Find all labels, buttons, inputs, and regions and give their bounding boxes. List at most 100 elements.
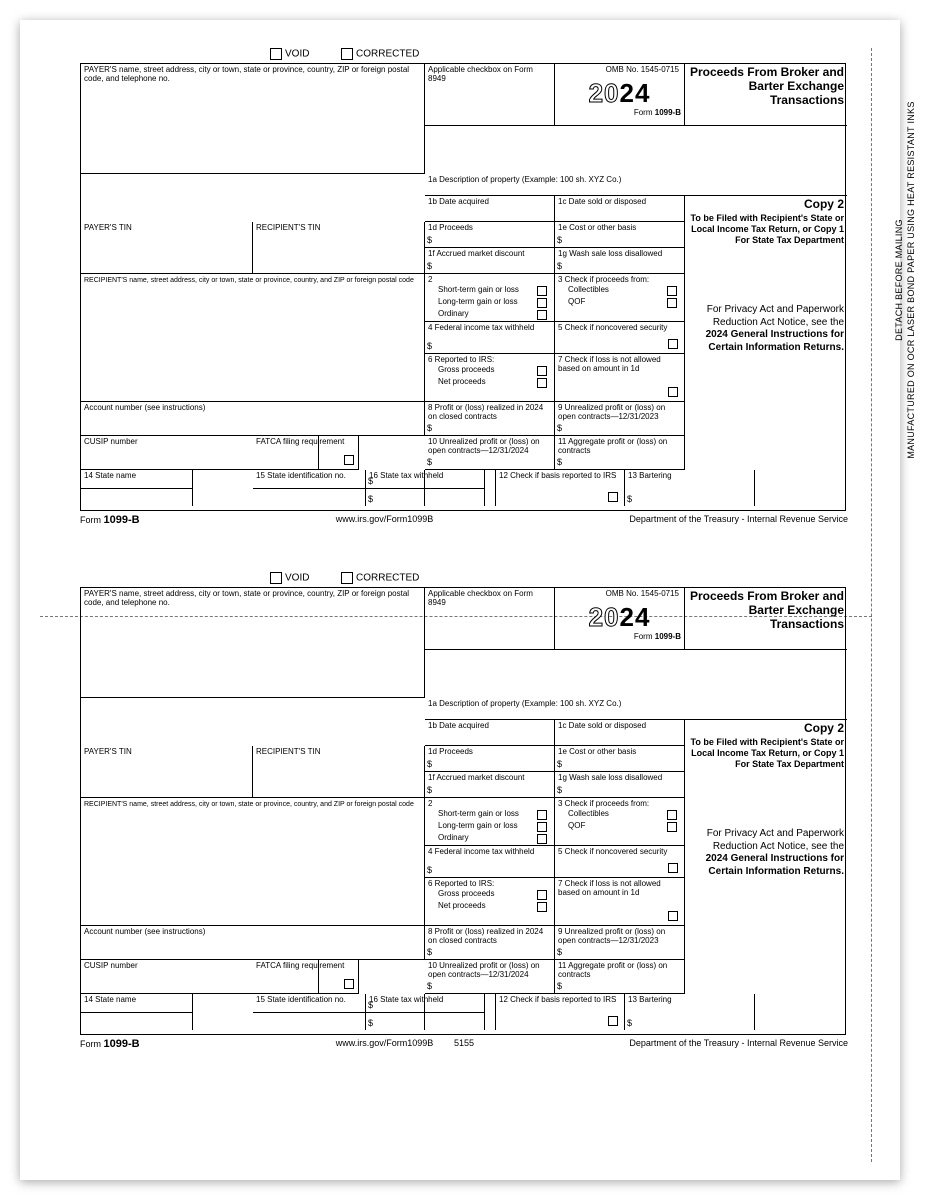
- corrected-checkbox[interactable]: [341, 48, 353, 60]
- year-prefix: 20: [589, 78, 620, 108]
- corrected-checkbox-2[interactable]: [341, 572, 353, 584]
- vertical-perforation: [871, 48, 872, 1162]
- box-1c[interactable]: 1c Date sold or disposed: [555, 196, 685, 222]
- box-1e[interactable]: 1e Cost or other basis$: [555, 222, 685, 248]
- form-numcode: 5155: [454, 1038, 474, 1048]
- box-5[interactable]: 5 Check if noncovered security: [555, 322, 685, 354]
- noncovered-checkbox[interactable]: [668, 339, 678, 349]
- recipient-tin-box-2[interactable]: RECIPIENT'S TIN: [253, 746, 425, 798]
- net-proceeds-checkbox[interactable]: [537, 378, 547, 388]
- form-footer: Form 1099-B www.irs.gov/Form1099B Depart…: [80, 511, 848, 526]
- box-14-2[interactable]: 14 State name: [81, 994, 193, 1030]
- footer-dept: Department of the Treasury - Internal Re…: [629, 514, 848, 526]
- copy2-label: Copy 2: [688, 198, 844, 211]
- form-grid-2: PAYER'S name, street address, city or to…: [80, 587, 846, 1035]
- privacy-box: For Privacy Act and Paperwork Reduction …: [685, 274, 847, 436]
- account-number-box-2[interactable]: Account number (see instructions): [81, 926, 425, 960]
- box-13-2[interactable]: 13 Bartering$: [625, 994, 755, 1030]
- box-11-2[interactable]: 11 Aggregate profit or (loss) on contrac…: [555, 960, 685, 994]
- payer-info-box-2[interactable]: PAYER'S name, street address, city or to…: [81, 588, 425, 698]
- year: 24: [620, 78, 651, 108]
- box-10-2[interactable]: 10 Unrealized profit or (loss) on open c…: [425, 960, 555, 994]
- box-3-2[interactable]: 3 Check if proceeds from: Collectibles Q…: [555, 798, 685, 846]
- box-1g-2[interactable]: 1g Wash sale loss disallowed$: [555, 772, 685, 798]
- footer-url: www.irs.gov/Form1099B: [336, 514, 434, 526]
- box-6[interactable]: 6 Reported to IRS: Gross proceeds Net pr…: [425, 354, 555, 402]
- privacy-box-2: For Privacy Act and Paperwork Reduction …: [685, 798, 847, 960]
- filed-with-text: To be Filed with Recipient's State or Lo…: [688, 213, 844, 245]
- box-1f-2[interactable]: 1f Accrued market discount$: [425, 772, 555, 798]
- form-title: Proceeds From Broker and Barter Exchange…: [688, 66, 844, 107]
- qof-checkbox[interactable]: [667, 298, 677, 308]
- box-10[interactable]: 10 Unrealized profit or (loss) on open c…: [425, 436, 555, 470]
- recipient-info-box[interactable]: RECIPIENT'S name, street address, city o…: [81, 274, 425, 402]
- form-1099b-copy-2: VOID CORRECTED PAYER'S name, street addr…: [80, 572, 848, 1050]
- payer-tin-box[interactable]: PAYER'S TIN: [81, 222, 253, 274]
- form-footer-2: Form 1099-B 5155 www.irs.gov/Form1099B D…: [80, 1035, 848, 1050]
- box-1f[interactable]: 1f Accrued market discount$: [425, 248, 555, 274]
- box-1b[interactable]: 1b Date acquired: [425, 196, 555, 222]
- top-checkboxes: VOID CORRECTED: [80, 48, 848, 60]
- box-1c-2[interactable]: 1c Date sold or disposed: [555, 720, 685, 746]
- box-1d-2[interactable]: 1d Proceeds$: [425, 746, 555, 772]
- box-6-2[interactable]: 6 Reported to IRS: Gross proceeds Net pr…: [425, 878, 555, 926]
- omb-year-box: OMB No. 1545-0715 2024 Form 1099-B: [555, 64, 685, 126]
- copy2-box-2: Copy 2 To be Filed with Recipient's Stat…: [685, 720, 847, 798]
- box-2-2[interactable]: 2 Short-term gain or loss Long-term gain…: [425, 798, 555, 846]
- box-11[interactable]: 11 Aggregate profit or (loss) on contrac…: [555, 436, 685, 470]
- form-grid: PAYER'S name, street address, city or to…: [80, 63, 846, 511]
- box-2[interactable]: 2 Short-term gain or loss Long-term gain…: [425, 274, 555, 322]
- box-12[interactable]: 12 Check if basis reported to IRS: [495, 470, 625, 506]
- box-8949-2[interactable]: Applicable checkbox on Form 8949: [425, 588, 555, 650]
- box-5-2[interactable]: 5 Check if noncovered security: [555, 846, 685, 878]
- side-line-2: MANUFACTURED ON OCR LASER BOND PAPER USI…: [906, 60, 916, 500]
- box-1b-2[interactable]: 1b Date acquired: [425, 720, 555, 746]
- box-1d[interactable]: 1d Proceeds$: [425, 222, 555, 248]
- box-16[interactable]: 16 State tax withheld $ $: [365, 470, 485, 506]
- gross-proceeds-checkbox[interactable]: [537, 366, 547, 376]
- box-4-2[interactable]: 4 Federal income tax withheld$: [425, 846, 555, 878]
- short-term-checkbox[interactable]: [537, 286, 547, 296]
- box-4[interactable]: 4 Federal income tax withheld$: [425, 322, 555, 354]
- payer-tin-box-2[interactable]: PAYER'S TIN: [81, 746, 253, 798]
- copy2-box: Copy 2 To be Filed with Recipient's Stat…: [685, 196, 847, 274]
- long-term-checkbox[interactable]: [537, 298, 547, 308]
- recipient-info-box-2[interactable]: RECIPIENT'S name, street address, city o…: [81, 798, 425, 926]
- box-1a-2[interactable]: 1a Description of property (Example: 100…: [425, 698, 847, 720]
- account-number-box[interactable]: Account number (see instructions): [81, 402, 425, 436]
- box-1e-2[interactable]: 1e Cost or other basis$: [555, 746, 685, 772]
- void-checkbox[interactable]: [270, 48, 282, 60]
- box-9[interactable]: 9 Unrealized profit or (loss) on open co…: [555, 402, 685, 436]
- recipient-tin-box[interactable]: RECIPIENT'S TIN: [253, 222, 425, 274]
- box-8[interactable]: 8 Profit or (loss) realized in 2024 on c…: [425, 402, 555, 436]
- box-9-2[interactable]: 9 Unrealized profit or (loss) on open co…: [555, 926, 685, 960]
- ordinary-checkbox[interactable]: [537, 310, 547, 320]
- box-7-2[interactable]: 7 Check if loss is not allowed based on …: [555, 878, 685, 926]
- omb-number: OMB No. 1545-0715: [558, 66, 681, 75]
- top-checkboxes-2: VOID CORRECTED: [80, 572, 848, 584]
- payer-info-box[interactable]: PAYER'S name, street address, city or to…: [81, 64, 425, 174]
- box-13[interactable]: 13 Bartering$: [625, 470, 755, 506]
- box-8949[interactable]: Applicable checkbox on Form 8949: [425, 64, 555, 126]
- privacy-bold: 2024 General Instructions for Certain In…: [706, 329, 844, 353]
- box-1a[interactable]: 1a Description of property (Example: 100…: [425, 174, 847, 196]
- box-14[interactable]: 14 State name: [81, 470, 193, 506]
- box-1g[interactable]: 1g Wash sale loss disallowed$: [555, 248, 685, 274]
- fatca-checkbox[interactable]: [344, 455, 354, 465]
- box-8-2[interactable]: 8 Profit or (loss) realized in 2024 on c…: [425, 926, 555, 960]
- loss-not-allowed-checkbox[interactable]: [668, 387, 678, 397]
- form-title-box-2: Proceeds From Broker and Barter Exchange…: [685, 588, 847, 650]
- basis-reported-checkbox[interactable]: [608, 492, 618, 502]
- spacer-right: [685, 436, 847, 470]
- spacer-right-2: [21, 506, 183, 510]
- fatca-box[interactable]: FATCA filing requirement: [253, 436, 359, 470]
- box-16-2[interactable]: 16 State tax withheld$$: [365, 994, 485, 1030]
- form-1099b-copy-1: VOID CORRECTED PAYER'S name, street addr…: [80, 48, 848, 526]
- box-3[interactable]: 3 Check if proceeds from: Collectibles Q…: [555, 274, 685, 322]
- collectibles-checkbox[interactable]: [667, 286, 677, 296]
- void-checkbox-2[interactable]: [270, 572, 282, 584]
- fatca-box-2[interactable]: FATCA filing requirement: [253, 960, 359, 994]
- box-12-2[interactable]: 12 Check if basis reported to IRS: [495, 994, 625, 1030]
- box-7[interactable]: 7 Check if loss is not allowed based on …: [555, 354, 685, 402]
- side-line-1: DETACH BEFORE MAILING: [894, 60, 904, 500]
